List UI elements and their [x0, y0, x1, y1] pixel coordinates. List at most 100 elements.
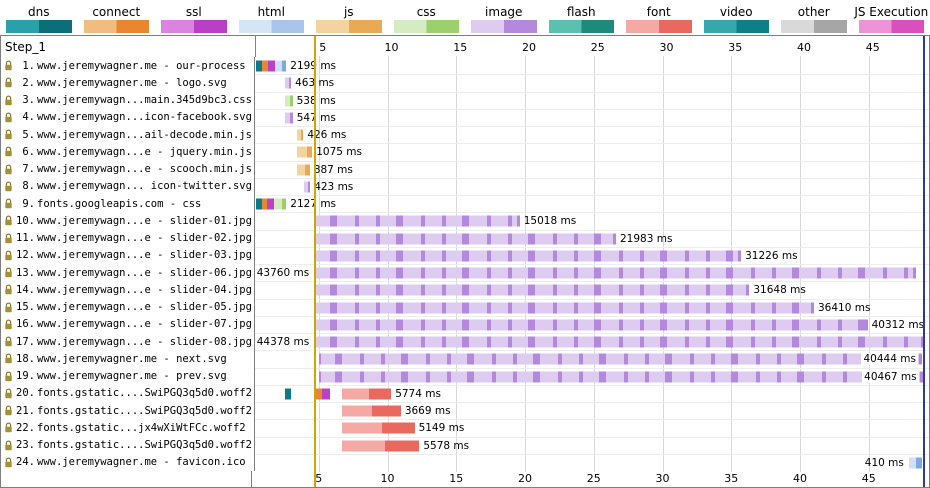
request-row[interactable]: 10. www.jeremywagn...e - slider-01.jpg 150… [1, 212, 929, 230]
request-row[interactable]: 15. www.jeremywagn...e - slider-05.jpg 364… [1, 298, 929, 316]
request-duration-label: 43760 ms [256, 267, 310, 280]
request-row[interactable]: 20. fonts.gstatic....SwiPGQ3q5d0.woff2 577… [1, 384, 929, 402]
request-number: 2. [22, 76, 35, 89]
request-row[interactable]: 17. www.jeremywagn...e - slider-08.jpg 443… [1, 333, 929, 351]
request-timeline: 44378 ms [255, 333, 929, 350]
request-label: 22. fonts.gstatic...jx4wXiWtFCc.woff2 [1, 419, 255, 437]
segment-img-chunky [314, 284, 750, 296]
footer-spacer [1, 471, 252, 487]
segment-connect [261, 198, 268, 210]
request-number: 12. [16, 249, 35, 262]
request-label: 6. www.jeremywagn...e - jquery.min.js [1, 143, 255, 161]
request-duration-label-wrap: 426 ms [307, 127, 346, 143]
axis-tick-label: 40 [797, 41, 811, 54]
legend-swatch [703, 20, 769, 33]
segment-font-d [381, 422, 415, 434]
segment-img-d [307, 181, 311, 193]
request-number: 11. [16, 232, 35, 245]
request-duration-label-wrap: 5578 ms [423, 438, 469, 454]
request-duration-label-wrap: 547 ms [297, 110, 336, 126]
request-row[interactable]: 12. www.jeremywagn...e - slider-03.jpg 312… [1, 246, 929, 264]
legend-swatch [393, 20, 459, 33]
request-number: 19. [16, 370, 35, 383]
segment-img-chunky [319, 353, 922, 365]
request-row[interactable]: 6. www.jeremywagn...e - jquery.min.js 1075… [1, 143, 929, 161]
request-row[interactable]: 23. fonts.gstatic....SwiPGQ3q5d0.woff2 557… [1, 436, 929, 454]
legend: dns connect ssl html js css image flash font vide… [0, 0, 930, 35]
request-row[interactable]: 14. www.jeremywagn...e - slider-04.jpg 316… [1, 281, 929, 299]
request-row[interactable]: 2. www.jeremywagner.me - logo.svg 463 ms [1, 74, 929, 92]
request-timeline: 547 ms [255, 108, 929, 126]
time-axis-top: 5 10 15 20 25 30 35 40 45 [256, 36, 929, 57]
segment-img-chunky [314, 250, 742, 262]
legend-item-connect: connect [78, 1, 156, 33]
request-row[interactable]: 19. www.jeremywagner.me - prev.svg 40467 m… [1, 367, 929, 385]
axis-tick-label: 10 [380, 472, 395, 485]
request-duration-label-wrap: 538 ms [297, 93, 336, 109]
request-row[interactable]: 21. fonts.gstatic....SwiPGQ3q5d0.woff2 366… [1, 402, 929, 420]
request-timeline: 36410 ms [255, 298, 929, 316]
request-url: fonts.gstatic...jx4wXiWtFCc.woff2 [37, 421, 246, 434]
axis-tick-label: 5 [315, 472, 323, 485]
request-rows: 1. www.jeremywagner.me - our-process 2199 … [1, 57, 929, 471]
request-number: 1. [22, 59, 35, 72]
legend-item-ssl: ssl [155, 1, 233, 33]
request-timeline: 40444 ms [255, 350, 929, 367]
request-row[interactable]: 13. www.jeremywagn...e - slider-06.jpg 437… [1, 264, 929, 282]
request-url: www.jeremywagn...e - slider-07.jpg [37, 318, 252, 331]
request-url: www.jeremywagner.me - favicon.ico [37, 456, 246, 469]
request-row[interactable]: 1. www.jeremywagner.me - our-process 2199 … [1, 57, 929, 75]
request-number: 5. [22, 128, 35, 141]
request-label: 18. www.jeremywagner.me - next.svg [1, 350, 255, 368]
segment-font-d [368, 388, 392, 400]
request-url: www.jeremywagn...e - slider-08.jpg [37, 335, 252, 348]
legend-item-image: image [465, 1, 543, 33]
request-row[interactable]: 7. www.jeremywagn...e - scooch.min.js 887 … [1, 160, 929, 178]
request-row[interactable]: 16. www.jeremywagn...e - slider-07.jpg 403… [1, 315, 929, 333]
segment-html-d [916, 457, 922, 469]
request-row[interactable]: 3. www.jeremywagn...main.345d9bc3.css 538 … [1, 91, 929, 109]
request-duration-label: 547 ms [296, 111, 336, 124]
request-label: 14. www.jeremywagn...e - slider-04.jpg [1, 281, 255, 299]
request-row[interactable]: 5. www.jeremywagn...ail-decode.min.js 426 … [1, 126, 929, 144]
segment-img-l [284, 112, 290, 124]
request-url: www.jeremywagn...e - slider-02.jpg [37, 232, 252, 245]
request-duration-label-wrap: 5149 ms [419, 420, 465, 436]
legend-label: ssl [185, 5, 202, 19]
legend-label: connect [92, 5, 141, 19]
lock-icon [5, 129, 12, 140]
request-url: www.jeremywagner.me - prev.svg [37, 370, 227, 383]
request-row[interactable]: 24. www.jeremywagner.me - favicon.ico 410 … [1, 453, 929, 471]
request-number: 10. [16, 214, 35, 227]
request-number: 6. [22, 145, 35, 158]
request-row[interactable]: 22. fonts.gstatic...jx4wXiWtFCc.woff2 5149… [1, 419, 929, 437]
legend-swatch [161, 20, 227, 33]
lock-icon [5, 302, 12, 312]
request-row[interactable]: 11. www.jeremywagn...e - slider-02.jpg 219… [1, 229, 929, 247]
request-label: 1. www.jeremywagner.me - our-process [1, 57, 255, 75]
request-duration-label: 2199 ms [290, 59, 337, 72]
segment-font-l [342, 405, 372, 417]
lock-icon [5, 405, 12, 416]
request-number: 17. [16, 335, 35, 348]
request-timeline: 43760 ms [255, 264, 929, 281]
request-number: 3. [22, 94, 35, 107]
request-url: www.jeremywagn...e - jquery.min.js [37, 145, 252, 158]
request-duration-label-wrap: 3669 ms [405, 403, 451, 419]
axis-tick-label: 5 [319, 41, 327, 54]
lock-icon [5, 440, 12, 450]
segment-js-d [300, 129, 304, 141]
request-timeline: 40312 ms [255, 315, 929, 333]
request-row[interactable]: 9. fonts.googleapis.com - css 2127 ms [1, 195, 929, 213]
request-row[interactable]: 8. www.jeremywagn... icon-twitter.svg 423 … [1, 177, 929, 195]
request-label: 8. www.jeremywagn... icon-twitter.svg [1, 177, 255, 195]
lock-icon [5, 250, 12, 261]
request-row[interactable]: 18. www.jeremywagner.me - next.svg 40444 m… [1, 350, 929, 368]
request-duration-label: 426 ms [307, 129, 347, 142]
request-row[interactable]: 4. www.jeremywagn...icon-facebook.svg 547 … [1, 108, 929, 126]
request-duration-label-wrap: 887 ms [314, 162, 353, 178]
legend-item-dns: dns [0, 1, 78, 33]
axis-tick-label: 25 [590, 41, 605, 54]
legend-label: css [416, 5, 436, 19]
